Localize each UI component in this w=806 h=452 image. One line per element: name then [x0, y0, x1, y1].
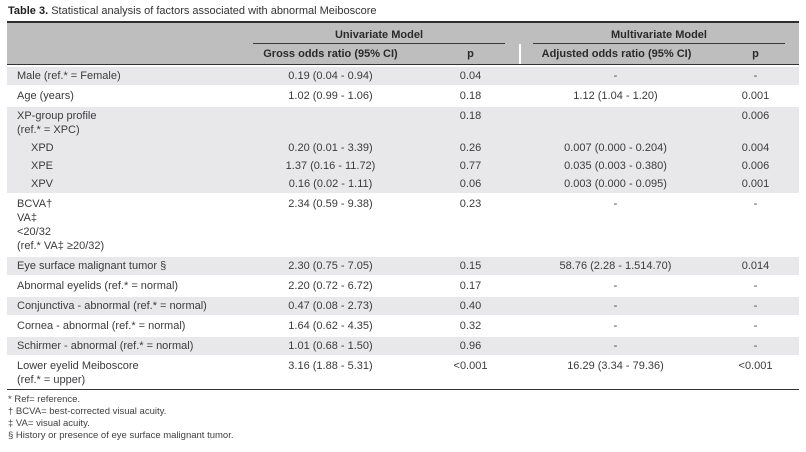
column-header-row: Gross odds ratio (95% CI) p Adjusted odd…	[7, 44, 799, 64]
cell-adjusted-odds-ratio: -	[613, 320, 618, 332]
cell-p-multivariate: -	[753, 300, 758, 312]
cell-p-multivariate: -	[753, 280, 758, 292]
table-row: XPV 0.16 (0.02 - 1.11) 0.06 0.003 (0.000…	[7, 175, 799, 193]
row-label: Age (years)	[17, 90, 74, 102]
statistics-table: Univariate Model Multivariate Model Gros…	[7, 21, 799, 390]
cell-gross-odds-ratio	[239, 107, 422, 139]
table-row: Lower eyelid Meiboscore (ref.* = upper) 3…	[7, 355, 799, 389]
cell-p-univariate: 0.26	[459, 142, 482, 154]
cell-p-multivariate: -	[753, 70, 758, 82]
table-caption-text: Statistical analysis of factors associat…	[48, 5, 377, 17]
cell-gross-odds-ratio: 2.30 (0.75 - 7.05)	[288, 260, 373, 272]
table-row: Age (years) 1.02 (0.99 - 1.06) 0.18 1.12…	[7, 85, 799, 105]
table-row: XPE 1.37 (0.16 - 11.72) 0.77 0.035 (0.00…	[7, 157, 799, 175]
row-label: XPE	[31, 160, 54, 172]
cell-adjusted-odds-ratio	[519, 107, 712, 139]
row-label: Conjunctiva - abnormal (ref.* = normal)	[17, 300, 207, 312]
cell-p-univariate: 0.15	[459, 260, 482, 272]
row-label: Cornea - abnormal (ref.* = normal)	[17, 320, 186, 332]
table-body: Male (ref.* = Female) 0.19 (0.04 - 0.94)…	[7, 65, 799, 389]
cell-p-multivariate: 0.014	[741, 260, 770, 272]
column-header-gross-or: Gross odds ratio (95% CI)	[263, 47, 398, 60]
table-row: XPD 0.20 (0.01 - 3.39) 0.26 0.007 (0.000…	[7, 139, 799, 157]
cell-p-multivariate: 0.006	[741, 160, 770, 172]
row-label: BCVA† VA‡ <20/32 (ref.* VA‡ ≥20/32)	[17, 198, 105, 252]
cell-p-multivariate: <0.001	[738, 360, 773, 372]
footnote-ref: * Ref= reference.	[8, 394, 81, 405]
cell-gross-odds-ratio: 1.64 (0.62 - 4.35)	[288, 320, 373, 332]
row-label: Male (ref.* = Female)	[17, 70, 121, 82]
univariate-model-header: Univariate Model	[253, 29, 505, 44]
cell-p-univariate: 0.23	[459, 198, 482, 210]
row-label: XP-group profile (ref.* = XPC)	[17, 110, 97, 136]
cell-p-multivariate: -	[753, 320, 758, 332]
multivariate-model-header: Multivariate Model	[533, 29, 785, 44]
cell-p-univariate: 0.18	[459, 90, 482, 102]
row-label: XPD	[31, 142, 54, 154]
model-group-header-row: Univariate Model Multivariate Model	[7, 23, 799, 44]
row-label: Schirmer - abnormal (ref.* = normal)	[17, 340, 194, 352]
cell-gross-odds-ratio: 0.20 (0.01 - 3.39)	[288, 142, 373, 154]
table-row: Abnormal eyelids (ref.* = normal) 2.20 (…	[7, 275, 799, 295]
table-row: Schirmer - abnormal (ref.* = normal) 1.0…	[7, 335, 799, 355]
table-row: BCVA† VA‡ <20/32 (ref.* VA‡ ≥20/32) 2.34 (0…	[7, 193, 799, 255]
row-label: Abnormal eyelids (ref.* = normal)	[17, 280, 179, 292]
cell-adjusted-odds-ratio: 1.12 (1.04 - 1.20)	[573, 90, 658, 102]
table-caption: Table 3. Statistical analysis of factors…	[7, 0, 799, 21]
cell-p-univariate: 0.77	[459, 160, 482, 172]
cell-p-univariate: 0.32	[459, 320, 482, 332]
cell-p-univariate: 0.06	[459, 178, 482, 190]
column-header-adjusted-or: Adjusted odds ratio (95% CI)	[519, 44, 712, 64]
cell-gross-odds-ratio: 1.37 (0.16 - 11.72)	[285, 160, 376, 172]
cell-adjusted-odds-ratio: 0.035 (0.003 - 0.380)	[564, 160, 667, 172]
cell-gross-odds-ratio: 0.16 (0.02 - 1.11)	[288, 178, 373, 190]
cell-adjusted-odds-ratio: 16.29 (3.34 - 79.36)	[567, 360, 664, 372]
cell-adjusted-odds-ratio: 58.76 (2.28 - 1.514.70)	[559, 260, 672, 272]
row-label: Lower eyelid Meiboscore (ref.* = upper)	[17, 360, 139, 386]
cell-p-multivariate: -	[753, 340, 758, 352]
cell-p-univariate: <0.001	[453, 360, 488, 372]
table-row: Eye surface malignant tumor § 2.30 (0.75…	[7, 255, 799, 275]
cell-adjusted-odds-ratio: -	[613, 340, 618, 352]
footnote-bcva: † BCVA= best-corrected visual acuity.	[8, 406, 167, 417]
cell-p-univariate: 0.18	[459, 110, 482, 122]
cell-p-univariate: 0.17	[459, 280, 482, 292]
row-label: Eye surface malignant tumor §	[17, 260, 167, 272]
cell-adjusted-odds-ratio: 0.003 (0.000 - 0.095)	[564, 178, 667, 190]
column-header-empty	[7, 52, 239, 57]
cell-gross-odds-ratio: 1.01 (0.68 - 1.50)	[288, 340, 373, 352]
cell-gross-odds-ratio: 0.47 (0.08 - 2.73)	[288, 300, 373, 312]
cell-gross-odds-ratio: 2.34 (0.59 - 9.38)	[288, 198, 373, 210]
cell-p-multivariate: 0.006	[741, 110, 770, 122]
table-row: Cornea - abnormal (ref.* = normal) 1.64 …	[7, 315, 799, 335]
column-header-p-univariate: p	[467, 47, 474, 60]
cell-adjusted-odds-ratio: -	[613, 280, 618, 292]
row-label: XPV	[31, 178, 54, 190]
table-row: Conjunctiva - abnormal (ref.* = normal) …	[7, 295, 799, 315]
table-number: Table 3.	[8, 5, 49, 17]
table-row: Male (ref.* = Female) 0.19 (0.04 - 0.94)…	[7, 65, 799, 85]
cell-p-multivariate: -	[753, 198, 758, 210]
cell-p-univariate: 0.96	[459, 340, 482, 352]
table-header: Univariate Model Multivariate Model Gros…	[7, 21, 799, 65]
cell-adjusted-odds-ratio: -	[613, 70, 618, 82]
table-row: XP-group profile (ref.* = XPC) 0.18 0.006	[7, 105, 799, 139]
cell-gross-odds-ratio: 0.19 (0.04 - 0.94)	[288, 70, 373, 82]
cell-gross-odds-ratio: 2.20 (0.72 - 6.72)	[288, 280, 373, 292]
cell-gross-odds-ratio: 1.02 (0.99 - 1.06)	[288, 90, 373, 102]
footnote-tumor: § History or presence of eye surface mal…	[8, 430, 234, 441]
footnotes: * Ref= reference. † BCVA= best-corrected…	[8, 394, 799, 442]
cell-adjusted-odds-ratio: -	[613, 198, 618, 210]
footnote-va: ‡ VA= visual acuity.	[8, 418, 90, 429]
cell-p-multivariate: 0.001	[741, 178, 770, 190]
cell-adjusted-odds-ratio: 0.007 (0.000 - 0.204)	[564, 142, 667, 154]
cell-p-multivariate: 0.001	[741, 90, 770, 102]
cell-p-multivariate: 0.004	[741, 142, 770, 154]
cell-adjusted-odds-ratio: -	[613, 300, 618, 312]
cell-p-univariate: 0.04	[459, 70, 482, 82]
cell-gross-odds-ratio: 3.16 (1.88 - 5.31)	[288, 360, 373, 372]
column-header-p-multivariate: p	[752, 47, 759, 60]
cell-p-univariate: 0.40	[459, 300, 482, 312]
